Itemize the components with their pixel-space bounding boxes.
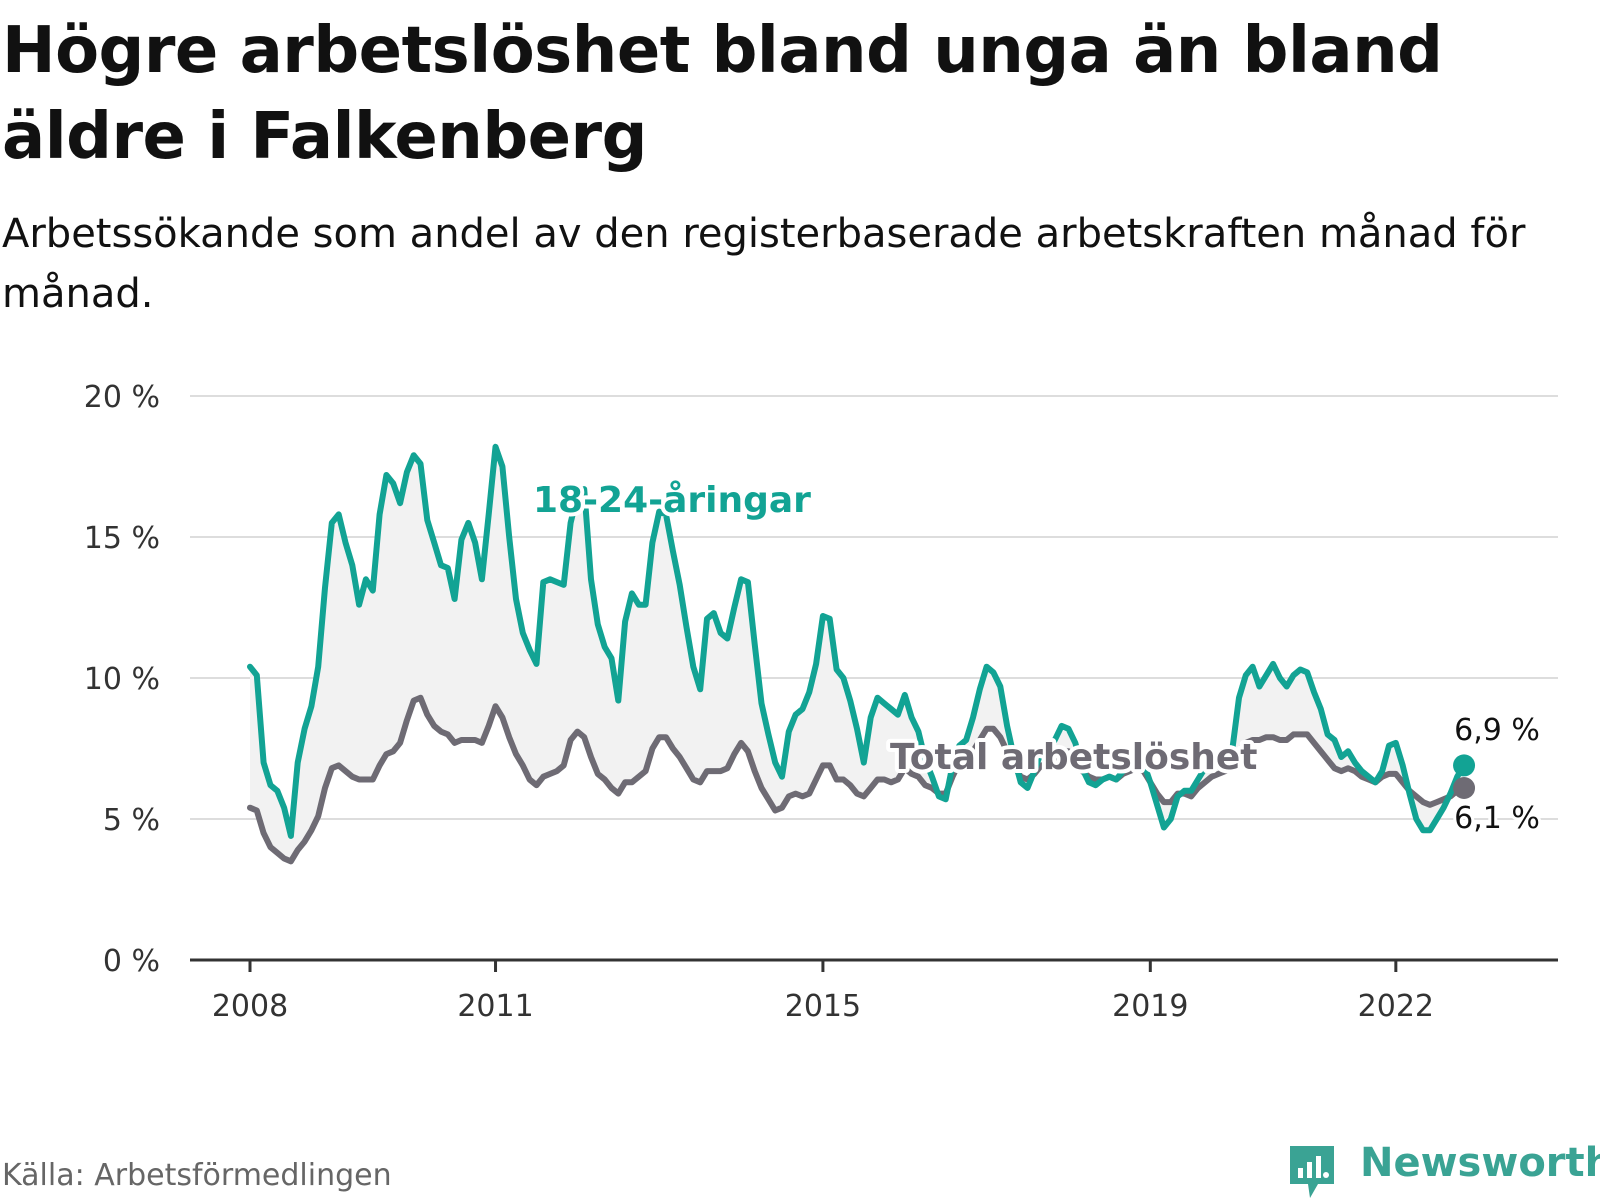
y-tick-label: 20 % xyxy=(84,380,160,415)
y-tick-label: 5 % xyxy=(103,803,160,838)
line-chart: 0 %5 %10 %15 %20 % 2008 2011 2015 2019 2022 … xyxy=(84,380,1558,1024)
x-tick-label: 2015 xyxy=(785,989,861,1024)
chart-subtitle: Arbetssökande som andel av den registerb… xyxy=(2,211,1526,317)
brand-name: Newsworthy xyxy=(1360,1140,1600,1186)
y-tick-label: 15 % xyxy=(84,521,160,556)
y-tick-label: 10 % xyxy=(84,662,160,697)
x-tick-label: 2011 xyxy=(457,989,533,1024)
series-line-youth xyxy=(247,443,1467,839)
newsworthy-logo: Newsworthy xyxy=(1288,1140,1600,1198)
grid-lines: 0 % 5 % 10 % 15 % 20 % xyxy=(84,380,1558,979)
series-label-youth: 18-24-åringar xyxy=(533,480,811,521)
series-line-total xyxy=(247,694,1467,865)
end-value-youth: 6,9 % xyxy=(1454,713,1540,748)
series-labels: 18-24-åringar Total arbetslöshet 6,9 % 6… xyxy=(529,476,1543,839)
end-marker-total xyxy=(1453,776,1476,799)
end-value-total: 6,1 % xyxy=(1454,801,1540,836)
chart-title: Högre arbetslöshet bland unga än bland ä… xyxy=(2,14,1443,174)
y-tick-label: 0 % xyxy=(103,944,160,979)
area-between-series xyxy=(250,446,1464,862)
bar-chart-icon xyxy=(1290,1146,1334,1198)
series-lines xyxy=(247,443,1476,865)
x-tick-label: 2008 xyxy=(212,989,288,1024)
x-axis: 2008 2011 2015 2019 2022 xyxy=(190,958,1558,1024)
end-marker-youth xyxy=(1453,754,1476,777)
x-tick-label: 2022 xyxy=(1358,989,1434,1024)
series-label-total: Total arbetslöshet xyxy=(890,737,1258,778)
source-note: Källa: Arbetsförmedlingen xyxy=(2,1158,392,1193)
x-tick-label: 2019 xyxy=(1112,989,1188,1024)
